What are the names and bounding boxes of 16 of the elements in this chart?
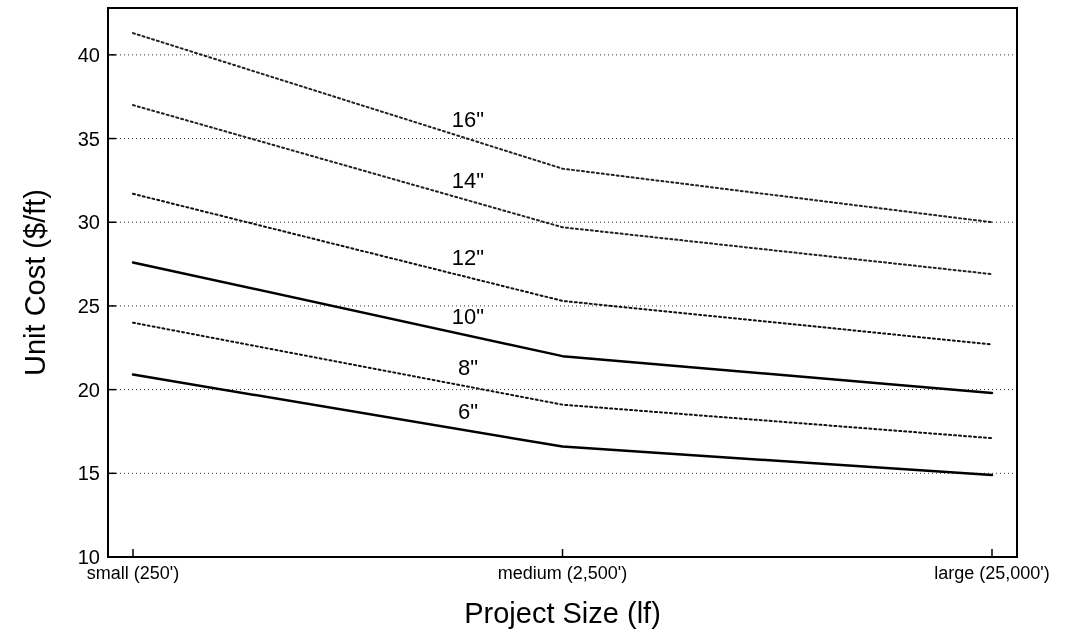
y-tick-label: 30 bbox=[77, 211, 100, 234]
y-tick-label: 40 bbox=[77, 43, 100, 66]
y-tick-label: 25 bbox=[77, 294, 100, 317]
y-axis-title: Unit Cost ($/ft) bbox=[19, 189, 51, 376]
x-axis-title: Project Size (lf) bbox=[464, 597, 661, 629]
x-tick-label: large (25,000') bbox=[934, 563, 1050, 583]
y-tick-label: 15 bbox=[77, 462, 100, 485]
x-tick-label: medium (2,500') bbox=[497, 563, 628, 583]
series-label: 10" bbox=[451, 303, 485, 329]
series-label: 16" bbox=[451, 106, 485, 132]
y-tick-label: 20 bbox=[77, 378, 100, 401]
series-label: 8" bbox=[457, 354, 479, 380]
y-tick-label: 35 bbox=[77, 127, 100, 150]
series-label: 6" bbox=[457, 398, 479, 424]
series-label: 12" bbox=[451, 245, 485, 271]
series-label: 14" bbox=[451, 168, 485, 194]
